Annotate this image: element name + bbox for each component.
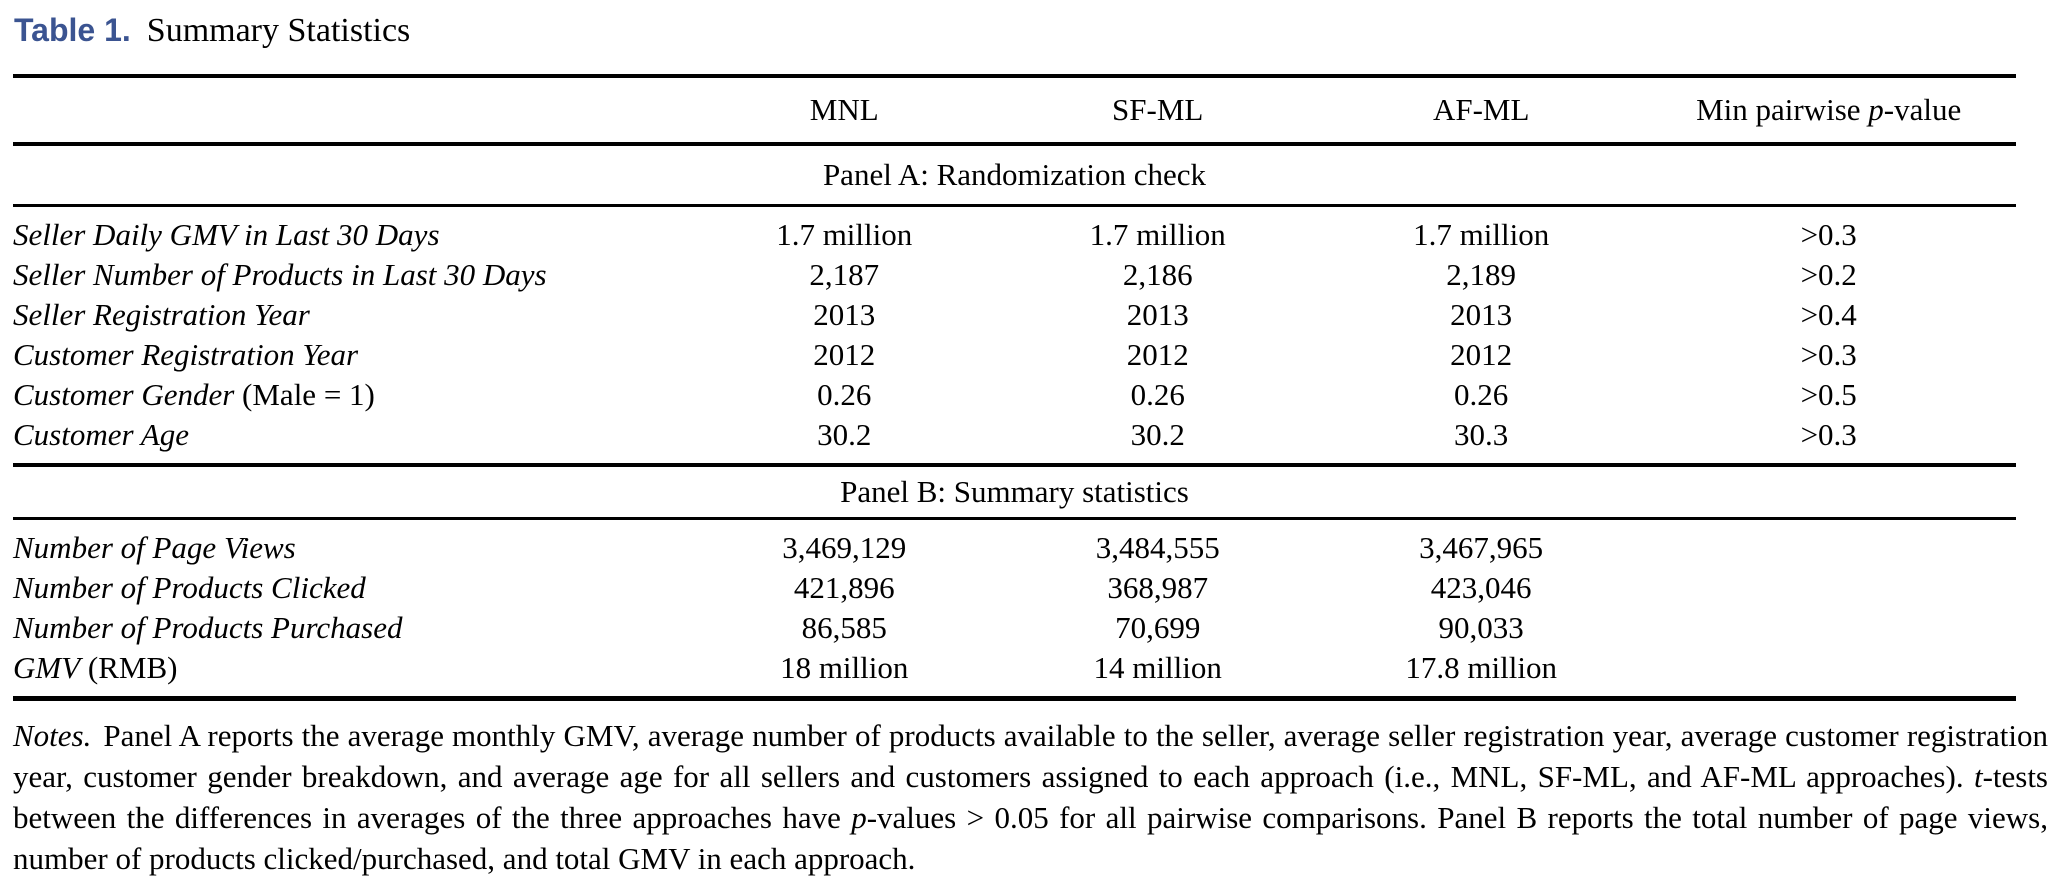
rule-top	[13, 74, 2016, 78]
row-label: Customer Gender (Male = 1)	[13, 377, 375, 412]
cell-value: 2013	[813, 297, 876, 332]
table-row: Number of Products Clicked 421,896 368,987…	[13, 568, 2016, 608]
panel-rows: Number of Page Views 3,469,129 3,484,555 3,…	[13, 520, 2016, 696]
cell-value: 421,896	[793, 570, 895, 605]
table-row: Number of Page Views 3,469,129 3,484,555 3,…	[13, 528, 2016, 568]
table-number: Table 1.	[14, 12, 131, 48]
column-header: Min pairwise p-value	[1696, 92, 1962, 127]
cell-value: 1.7 million	[1089, 217, 1226, 252]
row-label: Customer Registration Year	[13, 337, 359, 372]
table-row: Seller Registration Year 2013 2013 2013 >0.4	[13, 295, 2016, 335]
row-label: Number of Page Views	[13, 530, 296, 565]
summary-table: MNL SF-ML AF-ML Min pairwise p-value Panel …	[13, 74, 2016, 701]
table-row: Seller Daily GMV in Last 30 Days 1.7 mill…	[13, 215, 2016, 255]
cell-value: 0.26	[1130, 377, 1185, 412]
cell-value: 2012	[1450, 337, 1513, 372]
row-label: Seller Registration Year	[13, 297, 310, 332]
cell-value: 70,699	[1115, 610, 1201, 645]
row-label: Seller Number of Products in Last 30 Day…	[13, 257, 547, 292]
cell-value: 3,484,555	[1095, 530, 1220, 565]
cell-value: 2012	[1126, 337, 1189, 372]
row-label: GMV (RMB)	[13, 650, 178, 685]
panel-heading: Panel A: Randomization check	[822, 157, 1207, 192]
row-label: Customer Age	[13, 417, 189, 452]
cell-value: 0.26	[1454, 377, 1509, 412]
cell-value: 423,046	[1430, 570, 1532, 605]
cell-value: 3,469,129	[782, 530, 907, 565]
cell-value: >0.5	[1800, 377, 1857, 412]
rule-panel-separator	[13, 463, 2016, 467]
cell-value: 3,467,965	[1419, 530, 1544, 565]
cell-value: >0.2	[1800, 257, 1857, 292]
row-label: Number of Products Clicked	[13, 570, 366, 605]
cell-value: >0.3	[1800, 217, 1857, 252]
cell-value: >0.3	[1800, 337, 1857, 372]
cell-value: 368,987	[1107, 570, 1209, 605]
cell-value: 2,187	[809, 257, 880, 292]
cell-value: 30.2	[1130, 417, 1185, 452]
column-header: SF-ML	[1112, 92, 1204, 127]
table-notes: Notes. Panel A reports the average monthl…	[13, 718, 2048, 876]
column-header: MNL	[809, 92, 879, 127]
cell-value: 2,186	[1122, 257, 1193, 292]
row-label: Seller Daily GMV in Last 30 Days	[13, 217, 440, 252]
cell-value: 86,585	[801, 610, 887, 645]
cell-value: 2013	[1126, 297, 1189, 332]
cell-value: 1.7 million	[776, 217, 913, 252]
row-label: Number of Products Purchased	[13, 610, 403, 645]
column-header: AF-ML	[1432, 92, 1530, 127]
cell-value: 30.2	[817, 417, 872, 452]
table-row: Customer Gender (Male = 1) 0.26 0.26 0.26 >0…	[13, 375, 2016, 415]
rule-table-bottom	[13, 696, 2016, 701]
table-caption: Table 1. Summary Statistics	[0, 0, 2066, 52]
cell-value: 1.7 million	[1413, 217, 1550, 252]
table-row: Customer Age 30.2 30.2 30.3 >0.3	[13, 415, 2016, 455]
cell-value: 17.8 million	[1405, 650, 1557, 685]
rule-under-panel-heading	[13, 204, 2016, 207]
cell-value: >0.4	[1800, 297, 1857, 332]
table-row: GMV (RMB) 18 million 14 million 17.8 millio…	[13, 648, 2016, 688]
rule-under-header	[13, 142, 2016, 146]
table-row: Customer Registration Year 2012 2012 2012 >0…	[13, 335, 2016, 375]
panel-rows: Seller Daily GMV in Last 30 Days 1.7 mill…	[13, 207, 2016, 463]
panel-heading: Panel B: Summary statistics	[840, 474, 1189, 509]
table-body: Panel A: Randomization check Seller Daily…	[13, 146, 2016, 701]
cell-value: 0.26	[817, 377, 872, 412]
cell-value: 2012	[813, 337, 876, 372]
rule-under-panel-heading	[13, 517, 2016, 520]
cell-value: 18 million	[780, 650, 909, 685]
cell-value: 2,189	[1446, 257, 1517, 292]
table-header-row: MNL SF-ML AF-ML Min pairwise p-value	[13, 78, 2016, 142]
cell-value: 14 million	[1093, 650, 1222, 685]
cell-value: 90,033	[1438, 610, 1524, 645]
cell-value: 2013	[1450, 297, 1513, 332]
cell-value: 30.3	[1454, 417, 1509, 452]
table-row: Seller Number of Products in Last 30 Day…	[13, 255, 2016, 295]
cell-value: >0.3	[1800, 417, 1857, 452]
table-row: Number of Products Purchased 86,585 70,699…	[13, 608, 2016, 648]
table-title: Summary Statistics	[146, 12, 411, 49]
